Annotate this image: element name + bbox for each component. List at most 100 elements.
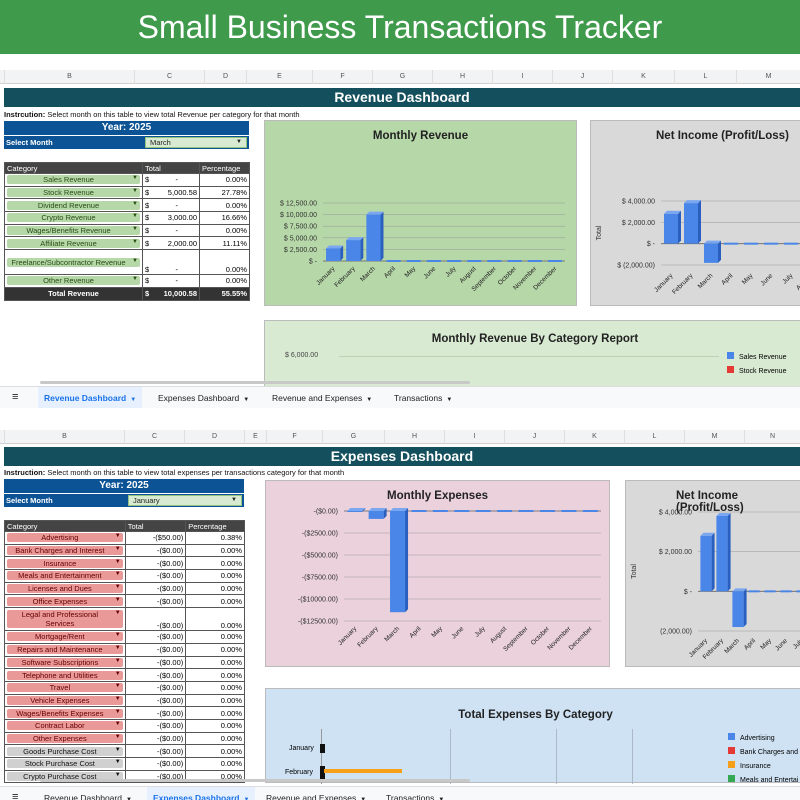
category-cell[interactable]: Legal and Professional Services ▼ — [4, 607, 126, 632]
category-cell[interactable]: Contract Labor ▼ — [4, 718, 126, 733]
category-dropdown[interactable]: Contract Labor ▼ — [7, 721, 123, 731]
category-dropdown[interactable]: Wages/Benefits Revenue ▼ — [7, 226, 140, 236]
category-cell[interactable]: Dividend Revenue ▼ — [4, 198, 143, 213]
category-cell[interactable]: Vehicle Expenses ▼ — [4, 693, 126, 708]
column-header-f[interactable]: F — [312, 70, 372, 84]
column-header-g[interactable]: G — [322, 430, 384, 444]
category-cell[interactable]: Repairs and Maintenance ▼ — [4, 642, 126, 657]
all-sheets-menu-icon[interactable]: ≡ — [12, 791, 19, 800]
column-header-d[interactable]: D — [204, 70, 246, 84]
monthly-revenue-chart[interactable]: $ - $ 2,500.00 $ 5,000.00 $ 7,500.00 $ 10,00… — [264, 120, 577, 306]
category-cell[interactable]: Office Expenses ▼ — [4, 594, 126, 609]
monthly-expenses-chart[interactable]: -($0.00) -($2500.00) -($5000.00) -($7500.00… — [265, 480, 610, 667]
total-expenses-category-chart[interactable]: Total Expenses By Category January Febru… — [265, 688, 800, 784]
net-income-chart[interactable]: $ (2,000.00) $ - $ 2,000.00 $ 4,000.00 Total… — [590, 120, 800, 306]
column-header-k[interactable]: K — [564, 430, 624, 444]
category-dropdown[interactable]: Dividend Revenue ▼ — [7, 200, 140, 210]
category-dropdown[interactable]: Software Subscriptions ▼ — [7, 657, 123, 667]
category-dropdown[interactable]: Meals and Entertainment ▼ — [7, 571, 123, 581]
column-header-l[interactable]: L — [674, 70, 736, 84]
category-cell[interactable]: Advertising ▼ — [4, 531, 126, 545]
category-dropdown[interactable]: Other Expenses ▼ — [7, 733, 123, 743]
category-cell[interactable]: Affiliate Revenue ▼ — [4, 236, 143, 251]
horizontal-scrollbar[interactable] — [40, 779, 470, 782]
all-sheets-menu-icon[interactable]: ≡ — [12, 391, 19, 403]
category-dropdown[interactable]: Licenses and Dues ▼ — [7, 584, 123, 594]
sheet-tab-2[interactable]: Revenue and Expenses ▼ — [260, 787, 372, 800]
column-header-b[interactable]: B — [4, 430, 124, 444]
category-cell[interactable]: Bank Charges and Interest ▼ — [4, 543, 126, 558]
total-cell: - — [154, 198, 200, 213]
category-cell[interactable]: Software Subscriptions ▼ — [4, 655, 126, 670]
column-header-e[interactable]: E — [246, 70, 312, 84]
column-header-e[interactable]: E — [244, 430, 266, 444]
sheet-tab-2[interactable]: Revenue and Expenses ▼ — [266, 387, 378, 408]
category-dropdown[interactable]: Telephone and Utilities ▼ — [7, 670, 123, 680]
category-cell[interactable]: Stock Revenue ▼ — [4, 185, 143, 200]
category-cell[interactable]: Wages/Benefits Expenses ▼ — [4, 706, 126, 720]
category-dropdown[interactable]: Wages/Benefits Expenses ▼ — [7, 708, 123, 718]
category-cell[interactable]: Travel ▼ — [4, 680, 126, 695]
sheet-tab-3[interactable]: Transactions ▼ — [388, 387, 458, 408]
column-header-j[interactable]: J — [552, 70, 612, 84]
category-cell[interactable]: Licenses and Dues ▼ — [4, 581, 126, 596]
column-header-m[interactable]: M — [684, 430, 744, 444]
column-header-b[interactable]: B — [4, 70, 134, 84]
sheet-tab-1[interactable]: Expenses Dashboard ▼ — [147, 787, 256, 800]
category-dropdown[interactable]: Vehicle Expenses ▼ — [7, 695, 123, 705]
category-dropdown[interactable]: Office Expenses ▼ — [7, 596, 123, 606]
category-cell[interactable]: Insurance ▼ — [4, 556, 126, 571]
category-cell[interactable]: Crypto Revenue ▼ — [4, 211, 143, 225]
column-header-h[interactable]: H — [384, 430, 444, 444]
column-header-i[interactable]: I — [444, 430, 504, 444]
column-header-n[interactable]: N — [744, 430, 800, 444]
category-dropdown[interactable]: Stock Revenue ▼ — [7, 188, 140, 198]
category-cell[interactable]: Stock Purchase Cost ▼ — [4, 757, 126, 771]
sheet-tab-0[interactable]: Revenue Dashboard ▼ — [38, 387, 143, 408]
category-dropdown[interactable]: Legal and Professional Services ▼ — [7, 610, 123, 629]
category-dropdown[interactable]: Crypto Revenue ▼ — [7, 213, 140, 223]
category-dropdown[interactable]: Goods Purchase Cost ▼ — [7, 746, 123, 756]
column-header-i[interactable]: I — [492, 70, 552, 84]
horizontal-scrollbar[interactable] — [40, 381, 470, 384]
category-dropdown[interactable]: Affiliate Revenue ▼ — [7, 238, 140, 248]
bar-february — [716, 515, 728, 592]
sheet-tab-1[interactable]: Expenses Dashboard ▼ — [152, 387, 255, 408]
column-header-h[interactable]: H — [432, 70, 492, 84]
column-header-l[interactable]: L — [624, 430, 684, 444]
category-cell[interactable]: Other Expenses ▼ — [4, 731, 126, 746]
category-cell[interactable]: Mortgage/Rent ▼ — [4, 630, 126, 644]
category-dropdown[interactable]: Travel ▼ — [7, 683, 123, 693]
category-dropdown[interactable]: Sales Revenue ▼ — [7, 175, 140, 185]
category-cell[interactable]: Meals and Entertainment ▼ — [4, 569, 126, 583]
category-dropdown[interactable]: Freelance/Subcontractor Revenue ▼ — [7, 257, 140, 267]
category-cell[interactable]: Wages/Benefits Revenue ▼ — [4, 223, 143, 238]
sheet-tab-0[interactable]: Revenue Dashboard ▼ — [38, 787, 138, 800]
column-header-g[interactable]: G — [372, 70, 432, 84]
category-cell[interactable]: Goods Purchase Cost ▼ — [4, 744, 126, 758]
column-header-c[interactable]: C — [134, 70, 204, 84]
column-header-m[interactable]: M — [736, 70, 800, 84]
category-dropdown[interactable]: Other Revenue ▼ — [7, 276, 140, 286]
column-header-f[interactable]: F — [266, 430, 322, 444]
category-cell[interactable]: Telephone and Utilities ▼ — [4, 668, 126, 682]
column-header-d[interactable]: D — [184, 430, 244, 444]
category-dropdown[interactable]: Advertising ▼ — [7, 533, 123, 543]
column-header-c[interactable]: C — [124, 430, 184, 444]
category-dropdown[interactable]: Crypto Purchase Cost ▼ — [7, 772, 123, 782]
category-dropdown[interactable]: Stock Purchase Cost ▼ — [7, 759, 123, 769]
category-cell[interactable]: Freelance/Subcontractor Revenue ▼ — [4, 249, 143, 276]
month-dropdown[interactable]: January ▼ — [128, 495, 242, 506]
month-dropdown[interactable]: March ▼ — [145, 137, 247, 148]
category-dropdown[interactable]: Repairs and Maintenance ▼ — [7, 645, 123, 655]
category-dropdown[interactable]: Mortgage/Rent ▼ — [7, 632, 123, 642]
column-header-k[interactable]: K — [612, 70, 674, 84]
category-dropdown[interactable]: Bank Charges and Interest ▼ — [7, 546, 123, 556]
sheet-tab-3[interactable]: Transactions ▼ — [380, 787, 450, 800]
net-income-chart[interactable]: (2,000.00) $ - $ 2,000.00 $ 4,000.00 Total Ja… — [625, 480, 800, 667]
column-header-j[interactable]: J — [504, 430, 564, 444]
category-dropdown[interactable]: Insurance ▼ — [7, 558, 123, 568]
category-cell[interactable]: Other Revenue ▼ — [4, 274, 143, 288]
category-cell[interactable]: Sales Revenue ▼ — [4, 173, 143, 187]
revenue-category-report-chart[interactable]: Monthly Revenue By Category Report $ 6,0… — [264, 320, 800, 390]
